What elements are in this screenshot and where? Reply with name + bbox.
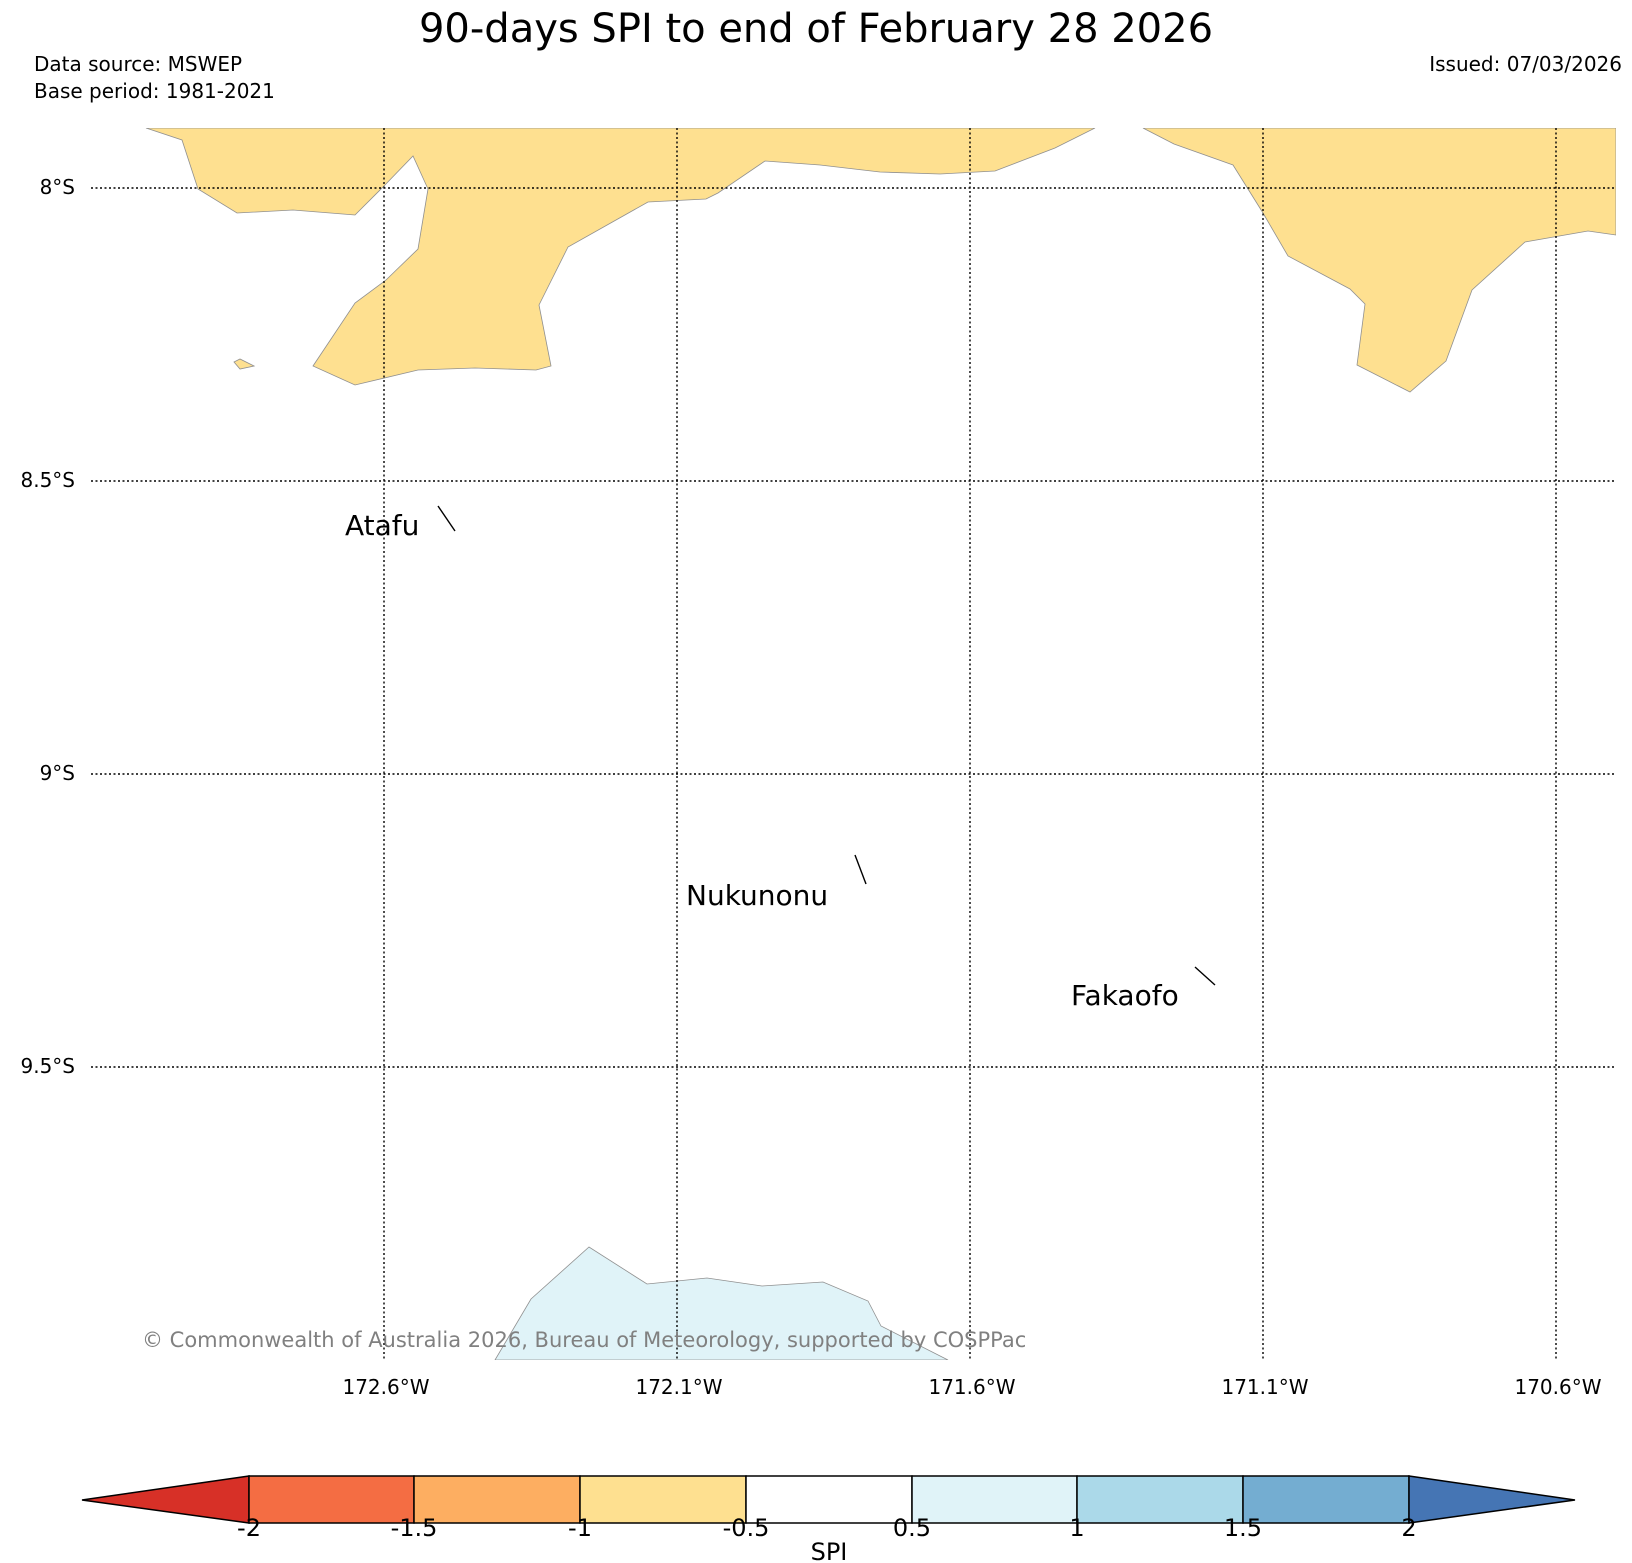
colorbar-tick-label: 1.5	[1224, 1514, 1262, 1542]
dry-islet	[233, 358, 256, 370]
colorbar-title: SPI	[811, 1538, 848, 1563]
lon-label: 172.1°W	[635, 1375, 722, 1399]
base-period: Base period: 1981-2021	[34, 79, 275, 103]
colorbar-extend-low	[81, 1475, 250, 1524]
colorbar-bin	[413, 1475, 581, 1524]
spi-shading	[145, 128, 1616, 1360]
map-title: 90-days SPI to end of February 28 2026	[418, 6, 1214, 52]
colorbar-tick-label: 0.5	[893, 1514, 931, 1542]
lat-label: 8.5°S	[20, 468, 75, 492]
lon-label: 171.1°W	[1221, 1375, 1308, 1399]
lon-label: 170.6°W	[1514, 1375, 1601, 1399]
colorbar-tick-label: -1	[568, 1514, 592, 1542]
colorbar-bin	[248, 1475, 415, 1524]
colorbar-tick-label: -1.5	[391, 1514, 438, 1542]
colorbar-tick-label: -0.5	[723, 1514, 770, 1542]
colorbar-bin	[1242, 1475, 1410, 1524]
atafu-atoll	[437, 505, 456, 532]
data-source: Data source: MSWEP	[34, 52, 243, 76]
colorbar-extend-high	[1408, 1475, 1576, 1524]
lat-label: 9°S	[40, 761, 75, 785]
colorbar-bin	[1076, 1475, 1244, 1524]
lon-label: 171.6°W	[928, 1375, 1015, 1399]
colorbar-tick-label: -2	[237, 1514, 261, 1542]
lat-label: 8°S	[40, 175, 75, 199]
nukunonu-atoll	[854, 854, 867, 885]
place-label-fakaofo: Fakaofo	[1071, 979, 1179, 1012]
graticule	[91, 128, 1616, 1360]
place-label-nukunonu: Nukunonu	[686, 879, 828, 912]
colorbar-bin	[745, 1475, 913, 1524]
colorbar	[81, 1475, 1576, 1524]
place-label-atafu: Atafu	[345, 509, 419, 542]
colorbar-bin	[579, 1475, 747, 1524]
dry-region-east	[1142, 128, 1616, 393]
lat-label: 9.5°S	[20, 1054, 75, 1078]
fakaofo-atoll	[1194, 966, 1216, 986]
colorbar-tick-label: 1	[1069, 1514, 1084, 1542]
dry-region-west	[145, 128, 1096, 386]
issued-date: Issued: 07/03/2026	[1429, 52, 1622, 76]
colorbar-bin	[911, 1475, 1078, 1524]
wet-region-south	[494, 1246, 949, 1360]
lon-label: 172.6°W	[342, 1375, 429, 1399]
colorbar-tick-label: 2	[1401, 1514, 1416, 1542]
copyright-notice: © Commonwealth of Australia 2026, Bureau…	[142, 1328, 1026, 1352]
